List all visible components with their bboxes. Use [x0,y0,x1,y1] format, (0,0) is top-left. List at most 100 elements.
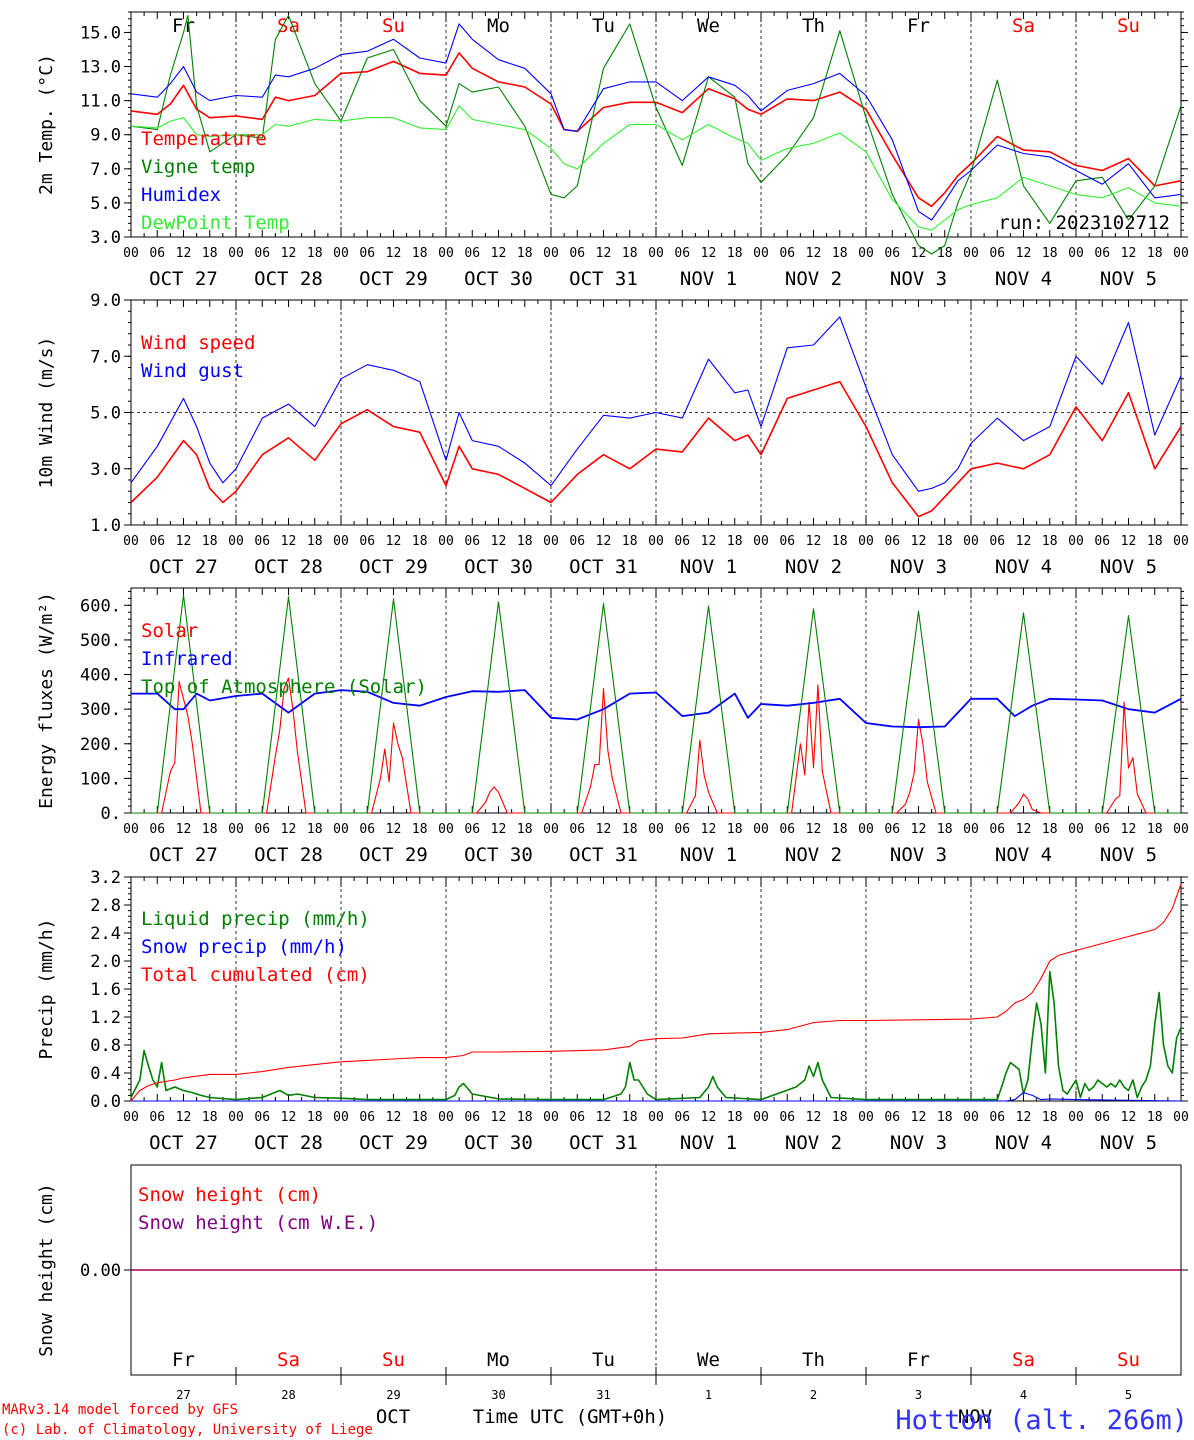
day-number-label: 28 [281,1388,295,1402]
temperature-day-label: OCT 28 [254,268,323,290]
wind-hour-label: 06 [254,534,270,549]
temperature-series-line [130,14,1182,255]
precip-hour-label: 12 [386,1110,402,1125]
energy-legend-entry: Solar [141,620,198,642]
temperature-hour-label: 18 [517,246,533,261]
energy-hour-label: 18 [937,822,953,837]
temperature-hour-label: 06 [779,246,795,261]
temperature-hour-label: 12 [281,246,297,261]
energy-hour-label: 18 [202,822,218,837]
snow-legend-entry: Snow height (cm) [138,1184,321,1206]
wind-series-line [130,380,1182,518]
temperature-hour-label: 06 [674,246,690,261]
energy-hour-label: 12 [491,822,507,837]
weekday-label: Sa [277,1349,300,1371]
temperature-hour-label: 00 [333,246,349,261]
weekday-label: Fr [172,1349,195,1371]
precip-day-label: NOV 1 [680,1132,737,1154]
temperature-hour-label: 00 [123,246,139,261]
energy-day-label: OCT 29 [359,844,428,866]
precip-hour-label: 18 [517,1110,533,1125]
precip-y-tick-label: 1.2 [90,1008,121,1028]
wind-hour-label: 18 [1042,534,1058,549]
weekday-label: Tu [592,1349,615,1371]
wind-legend-entry: Wind gust [141,360,244,382]
temperature-hour-label: 12 [701,246,717,261]
wind-hour-label: 06 [674,534,690,549]
wind-hour-label: 18 [202,534,218,549]
energy-hour-label: 06 [884,822,900,837]
precip-hour-label: 06 [989,1110,1005,1125]
wind-y-tick-label: 1.0 [90,516,121,536]
temperature-hour-label: 00 [228,246,244,261]
precip-hour-label: 00 [333,1110,349,1125]
day-number-label: 30 [491,1388,505,1402]
weekday-label: Mo [487,15,510,37]
weekday-label: Fr [907,15,930,37]
precip-hour-label: 18 [1147,1110,1163,1125]
wind-hour-label: 18 [307,534,323,549]
temperature-hour-label: 18 [727,246,743,261]
energy-legend-entry: Top of Atmosphere (Solar) [141,676,427,698]
weekday-label: Su [1117,1349,1140,1371]
temperature-y-axis-label: 2m Temp. (°C) [36,54,57,195]
temperature-hour-label: 12 [1016,246,1032,261]
temperature-hour-label: 06 [989,246,1005,261]
temperature-hour-label: 00 [648,246,664,261]
wind-hour-label: 12 [701,534,717,549]
weekday-label: Su [382,15,405,37]
precip-legend-entry: Snow precip (mm/h) [141,936,347,958]
precip-day-label: NOV 3 [890,1132,947,1154]
day-number-label: 31 [596,1388,610,1402]
wind-day-label: OCT 28 [254,556,323,578]
snow-y-tick-label: 0.00 [80,1261,121,1281]
wind-hour-label: 12 [1016,534,1032,549]
energy-hour-label: 12 [1016,822,1032,837]
energy-hour-label: 00 [438,822,454,837]
energy-day-label: NOV 2 [785,844,842,866]
wind-day-label: OCT 27 [149,556,218,578]
weekday-label: Th [802,1349,825,1371]
wind-day-label: NOV 1 [680,556,737,578]
precip-hour-label: 00 [648,1110,664,1125]
snow-legend-entry: Snow height (cm W.E.) [138,1212,378,1234]
precip-y-tick-label: 1.6 [90,980,121,1000]
day-number-label: 4 [1020,1388,1027,1402]
precip-y-tick-label: 0.8 [90,1036,121,1056]
precip-y-tick-label: 2.8 [90,896,121,916]
panels: 3.05.07.09.011.013.015.02m Temp. (°C)00 0… [36,11,1189,1402]
wind-hour-label: 00 [1068,534,1084,549]
panel-temperature: 3.0 5.0 7.0 9.0 11.0 13.0 15.0 2m Temp. (°C) 00 0… [36,11,1189,290]
energy-hour-label: 06 [464,822,480,837]
energy-hour-label: 06 [149,822,165,837]
precip-day-label: OCT 31 [569,1132,638,1154]
temperature-hour-label: 18 [1042,246,1058,261]
temperature-y-tick-label: 11.0 [80,92,121,112]
energy-hour-label: 06 [254,822,270,837]
energy-series-line [131,594,1181,814]
wind-hour-label: 00 [123,534,139,549]
energy-hour-label: 06 [359,822,375,837]
temperature-hour-label: 18 [622,246,638,261]
panel-energy: 0. 100. 200. 300. 400. 500. 600. Energy fluxes … [36,587,1189,866]
precip-series-line [130,883,1182,1102]
temperature-series-line [130,23,1182,221]
energy-hour-label: 18 [412,822,428,837]
wind-hour-label: 12 [176,534,192,549]
wind-hour-label: 06 [569,534,585,549]
temperature-day-label: NOV 1 [680,268,737,290]
precip-hour-label: 06 [359,1110,375,1125]
copyright-credit: (c) Lab. of Climatology, University of L… [2,1422,373,1438]
temperature-legend-entry: Humidex [141,184,221,206]
temperature-day-label: NOV 3 [890,268,947,290]
wind-hour-label: 12 [596,534,612,549]
snow-y-axis-label: Snow height (cm) [36,1183,57,1356]
energy-hour-label: 12 [911,822,927,837]
wind-hour-label: 00 [753,534,769,549]
temperature-hour-label: 06 [254,246,270,261]
precip-day-label: OCT 29 [359,1132,428,1154]
station-name: Hotton (alt. 266m) [895,1405,1188,1436]
weekday-label: We [697,15,720,37]
wind-hour-label: 06 [464,534,480,549]
